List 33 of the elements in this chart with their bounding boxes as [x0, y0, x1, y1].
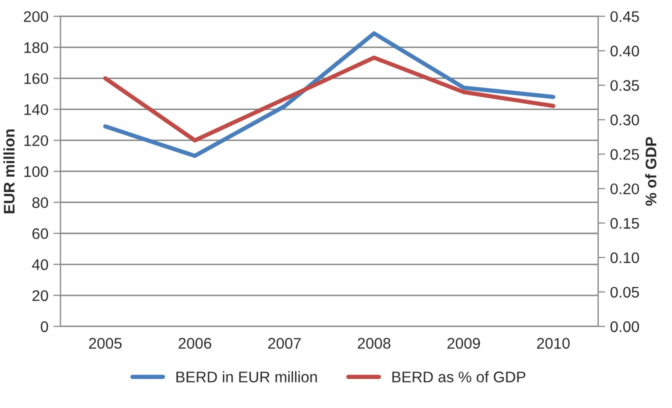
y-tick-label: 80 — [32, 197, 48, 208]
y2-tick-label: 0.25 — [610, 149, 639, 160]
y2-tick-label: 0.30 — [610, 114, 640, 126]
legend-label: BERD as % of GDP — [392, 371, 526, 382]
y-tick-label: 140 — [24, 104, 48, 116]
y-tick-label: 120 — [24, 135, 48, 146]
x-tick-label: 2007 — [268, 338, 301, 349]
line-series — [103, 31, 556, 158]
y-tick-label: 40 — [32, 259, 48, 270]
y-axis-title: EUR million — [3, 129, 15, 214]
y2-axis-title: % of GDP — [645, 137, 656, 206]
y-tick-label: 60 — [32, 228, 48, 240]
y2-tick-label: 0.15 — [610, 218, 639, 229]
y2-tick-label: 0.05 — [610, 286, 639, 298]
x-tick-label: 2009 — [447, 338, 480, 349]
legend-label: BERD in EUR million — [176, 371, 317, 382]
line-series — [103, 56, 556, 142]
y-tick-label: 20 — [32, 290, 48, 302]
y2-tick-label: 0.45 — [610, 11, 639, 22]
y2-tick-label: 0.20 — [610, 183, 640, 194]
y2-tick-label: 0.35 — [610, 80, 639, 91]
y-tick-label: 160 — [24, 73, 48, 84]
y-tick-label: 0 — [40, 321, 48, 332]
y-tick-label: 180 — [24, 42, 48, 54]
x-tick-label: 2006 — [178, 338, 212, 349]
x-tick-label: 2005 — [89, 338, 122, 349]
y2-tick-label: 0.40 — [610, 46, 640, 56]
y2-tick-label: 0.10 — [610, 252, 640, 264]
x-tick-label: 2008 — [358, 338, 390, 349]
x-tick-label: 2010 — [537, 338, 570, 349]
y2-tick-label: 0.00 — [610, 321, 640, 332]
y-tick-label: 100 — [24, 166, 48, 178]
y-tick-label: 200 — [24, 11, 48, 22]
